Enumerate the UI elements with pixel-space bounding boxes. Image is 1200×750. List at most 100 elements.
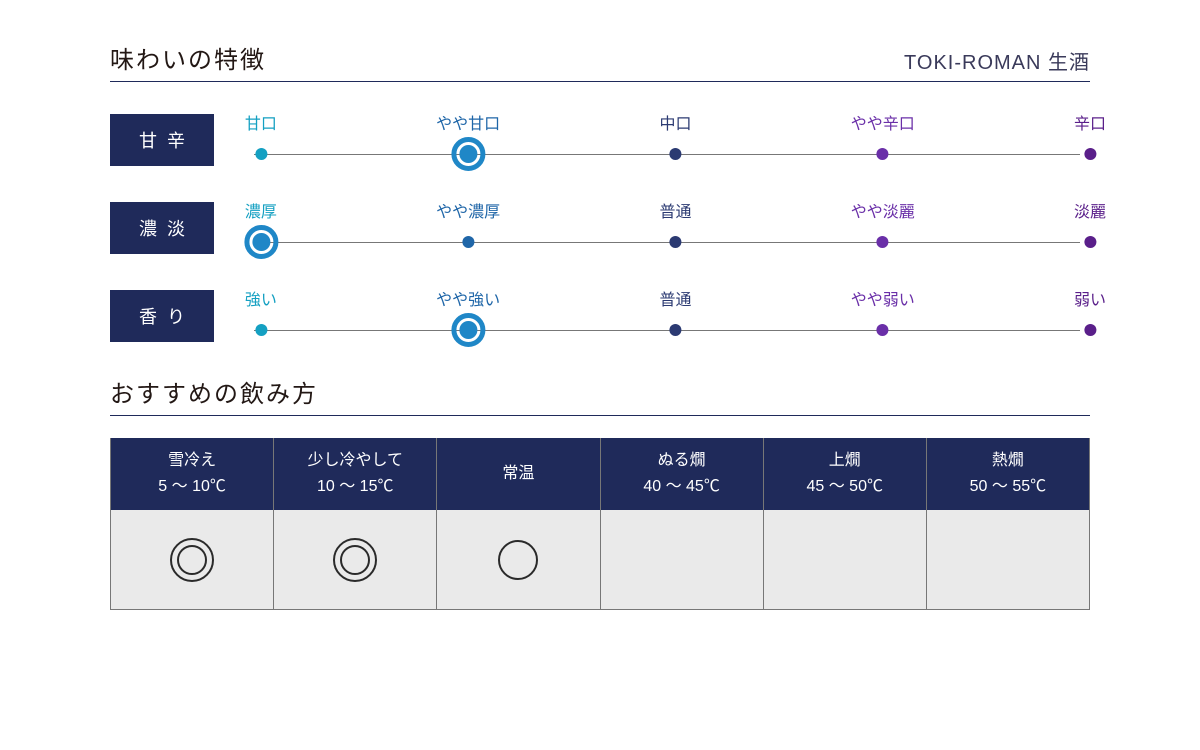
scale-stop-label: やや甘口: [384, 110, 553, 134]
serving-column-header: 熱燗50 〜 55℃: [927, 438, 1090, 510]
scale-stop-label: 淡麗: [1005, 198, 1174, 222]
serving-title: おすすめの飲み方: [110, 374, 1090, 409]
serving-column-header: ぬる燗40 〜 45℃: [601, 438, 764, 510]
selection-dot-icon: [459, 321, 477, 339]
scale-stop-label: やや辛口: [798, 110, 967, 134]
taste-scales: 甘辛甘口やや甘口中口やや辛口辛口濃淡濃厚やや濃厚普通やや淡麗淡麗香り強いやや強い…: [110, 110, 1090, 346]
scale-stop: やや弱い: [798, 286, 967, 316]
scale-stop: 普通: [591, 198, 760, 228]
taste-title: 味わいの特徴: [110, 40, 266, 75]
scale-stop-marker: [655, 134, 695, 174]
scale-dot-icon: [669, 236, 681, 248]
serving-rating-cell: [764, 510, 927, 610]
scale-stop: 辛口: [1005, 110, 1174, 140]
scale-stop-label: 強い: [176, 286, 345, 310]
serving-col-name: ぬる燗: [658, 448, 706, 474]
scale-stop: 強い: [176, 286, 345, 316]
scale-stop-label: 弱い: [1005, 286, 1174, 310]
scale-stop-label: 辛口: [1005, 110, 1174, 134]
serving-column-header: 雪冷え5 〜 10℃: [111, 438, 274, 510]
scale-stop-marker: [1070, 134, 1110, 174]
scale-stop-label: やや濃厚: [384, 198, 553, 222]
scale-stop-marker: [241, 222, 281, 262]
scale-stop-marker: [863, 222, 903, 262]
scale-stop: やや濃厚: [384, 198, 553, 228]
scale-stop-label: 普通: [591, 286, 760, 310]
scale-stop-marker: [448, 310, 488, 350]
scale-dot-icon: [877, 324, 889, 336]
taste-scale-row: 濃淡濃厚やや濃厚普通やや淡麗淡麗: [110, 198, 1090, 258]
taste-scale-row: 香り強いやや強い普通やや弱い弱い: [110, 286, 1090, 346]
scale-stop-label: 普通: [591, 198, 760, 222]
serving-section: おすすめの飲み方 雪冷え5 〜 10℃少し冷やして10 〜 15℃常温ぬる燗40…: [110, 374, 1090, 610]
scale-stop: 普通: [591, 286, 760, 316]
serving-column-header: 常温: [437, 438, 600, 510]
serving-col-name: 雪冷え: [168, 448, 216, 474]
taste-subtitle: TOKI-ROMAN 生酒: [904, 46, 1090, 75]
serving-col-temp: 45 〜 50℃: [806, 474, 883, 500]
serving-column-header: 少し冷やして10 〜 15℃: [274, 438, 437, 510]
serving-col-name: 熱燗: [992, 448, 1024, 474]
scale-stop: 濃厚: [176, 198, 345, 228]
serving-col-temp: 10 〜 15℃: [317, 474, 394, 500]
scale-stop-marker: [241, 134, 281, 174]
scale-stop-marker: [448, 134, 488, 174]
serving-rating-cell: [111, 510, 274, 610]
scale-stop-marker: [1070, 222, 1110, 262]
circle-icon: [498, 540, 538, 580]
scale-stop: 甘口: [176, 110, 345, 140]
serving-rating-cell: [601, 510, 764, 610]
scale-stop: 弱い: [1005, 286, 1174, 316]
serving-rating-cell: [927, 510, 1090, 610]
scale-track: 濃厚やや濃厚普通やや淡麗淡麗: [244, 198, 1090, 258]
scale-dot-icon: [255, 324, 267, 336]
serving-column-header: 上燗45 〜 50℃: [764, 438, 927, 510]
serving-col-temp: 40 〜 45℃: [643, 474, 720, 500]
serving-col-name: 上燗: [829, 448, 861, 474]
scale-stop-label: 甘口: [176, 110, 345, 134]
scale-dot-icon: [462, 236, 474, 248]
serving-col-name: 少し冷やして: [307, 448, 403, 474]
scale-dot-icon: [255, 148, 267, 160]
scale-stop: やや甘口: [384, 110, 553, 140]
scale-stop-marker: [241, 310, 281, 350]
serving-col-temp: 5 〜 10℃: [158, 474, 226, 500]
serving-rating-cell: [437, 510, 600, 610]
scale-dot-icon: [669, 324, 681, 336]
scale-stop-marker: [655, 310, 695, 350]
double-circle-icon: [333, 538, 377, 582]
taste-header: 味わいの特徴 TOKI-ROMAN 生酒: [110, 40, 1090, 82]
scale-stop-marker: [1070, 310, 1110, 350]
scale-dot-icon: [1084, 324, 1096, 336]
scale-stop-label: やや淡麗: [798, 198, 967, 222]
scale-track: 甘口やや甘口中口やや辛口辛口: [244, 110, 1090, 170]
scale-dot-icon: [1084, 236, 1096, 248]
taste-scale-row: 甘辛甘口やや甘口中口やや辛口辛口: [110, 110, 1090, 170]
scale-stop: やや辛口: [798, 110, 967, 140]
serving-col-temp: 50 〜 55℃: [970, 474, 1047, 500]
serving-col-name: 常温: [502, 461, 534, 487]
scale-stop-label: 濃厚: [176, 198, 345, 222]
scale-dot-icon: [877, 236, 889, 248]
scale-stop: 淡麗: [1005, 198, 1174, 228]
scale-track: 強いやや強い普通やや弱い弱い: [244, 286, 1090, 346]
serving-rating-cell: [274, 510, 437, 610]
scale-stop-marker: [863, 310, 903, 350]
scale-stop-label: やや弱い: [798, 286, 967, 310]
selection-dot-icon: [252, 233, 270, 251]
serving-header: おすすめの飲み方: [110, 374, 1090, 416]
scale-stop: やや強い: [384, 286, 553, 316]
scale-stop-marker: [448, 222, 488, 262]
scale-dot-icon: [669, 148, 681, 160]
scale-dot-icon: [1084, 148, 1096, 160]
scale-stop: 中口: [591, 110, 760, 140]
scale-dot-icon: [877, 148, 889, 160]
scale-stop-label: 中口: [591, 110, 760, 134]
scale-stop-label: やや強い: [384, 286, 553, 310]
scale-stop: やや淡麗: [798, 198, 967, 228]
selection-dot-icon: [459, 145, 477, 163]
serving-table: 雪冷え5 〜 10℃少し冷やして10 〜 15℃常温ぬる燗40 〜 45℃上燗4…: [110, 438, 1090, 610]
scale-stop-marker: [863, 134, 903, 174]
double-circle-icon: [170, 538, 214, 582]
scale-stop-marker: [655, 222, 695, 262]
